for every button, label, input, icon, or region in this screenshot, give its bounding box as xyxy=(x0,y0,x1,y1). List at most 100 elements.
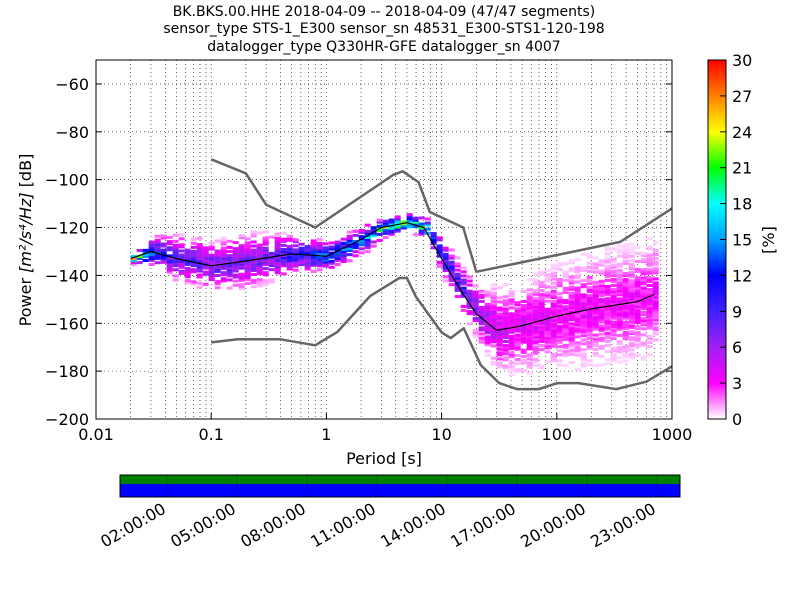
heatmap-cell xyxy=(508,312,515,316)
heatmap-cell xyxy=(292,244,299,248)
heatmap-cell xyxy=(220,277,227,281)
heatmap-cell xyxy=(550,293,557,297)
heatmap-cell xyxy=(208,273,215,277)
heatmap-cell xyxy=(538,307,545,311)
heatmap-cell xyxy=(580,348,587,352)
heatmap-cell xyxy=(454,256,461,260)
heatmap-cell xyxy=(628,291,635,295)
heatmap-cell xyxy=(610,296,617,300)
heatmap-cell xyxy=(610,302,617,306)
heatmap-cell xyxy=(400,226,407,230)
heatmap-cell xyxy=(268,278,275,282)
heatmap-cell xyxy=(484,304,491,308)
heatmap-cell xyxy=(586,314,593,318)
heatmap-cell xyxy=(550,344,557,348)
heatmap-cell xyxy=(220,258,227,262)
heatmap-cell xyxy=(490,340,497,344)
heatmap-cell xyxy=(586,328,593,332)
heatmap-cell xyxy=(304,257,311,261)
heatmap-cell xyxy=(508,373,515,377)
heatmap-cell xyxy=(598,271,605,275)
heatmap-cell xyxy=(652,314,659,318)
heatmap-cell xyxy=(214,257,221,261)
heatmap-cell xyxy=(358,231,365,235)
heatmap-cell xyxy=(364,250,371,254)
heatmap-cell xyxy=(496,357,503,361)
heatmap-cell xyxy=(322,252,329,256)
heatmap-cell xyxy=(532,333,539,337)
heatmap-cell xyxy=(502,321,509,325)
heatmap-cell xyxy=(274,263,281,267)
heatmap-cell xyxy=(652,257,659,261)
heatmap-cell xyxy=(502,317,509,321)
heatmap-cell xyxy=(604,303,611,307)
heatmap-cell xyxy=(604,291,611,295)
heatmap-cell xyxy=(550,352,557,356)
heatmap-cell xyxy=(262,250,269,254)
heatmap-cell xyxy=(502,366,509,370)
heatmap-cell xyxy=(184,273,191,277)
heatmap-cell xyxy=(166,264,173,268)
heatmap-cell xyxy=(256,261,263,265)
heatmap-cell xyxy=(514,327,521,331)
heatmap-cell xyxy=(316,258,323,262)
heatmap-cell xyxy=(598,304,605,308)
heatmap-cell xyxy=(256,245,263,249)
heatmap-cell xyxy=(562,343,569,347)
heatmap-cell xyxy=(358,247,365,251)
heatmap-cell xyxy=(532,351,539,355)
heatmap-cell xyxy=(454,264,461,268)
heatmap-cell xyxy=(202,282,209,286)
colorbar-tick-label: 9 xyxy=(732,302,742,321)
heatmap-cell xyxy=(262,246,269,250)
heatmap-cell xyxy=(484,315,491,319)
heatmap-cell xyxy=(382,219,389,223)
heatmap-cell xyxy=(418,224,425,228)
heatmap-cell xyxy=(250,281,257,285)
heatmap-cell xyxy=(490,322,497,326)
heatmap-cell xyxy=(238,246,245,250)
heatmap-cell xyxy=(388,218,395,222)
heatmap-cell xyxy=(436,238,443,242)
heatmap-cell xyxy=(640,278,647,282)
heatmap-cell xyxy=(436,260,443,264)
heatmap-cell xyxy=(526,314,533,318)
heatmap-cell xyxy=(556,312,563,316)
heatmap-cell xyxy=(472,308,479,312)
heatmap-cell xyxy=(250,232,257,236)
heatmap-cell xyxy=(556,306,563,310)
heatmap-cell xyxy=(496,324,503,328)
heatmap-cell xyxy=(604,297,611,301)
heatmap-cell xyxy=(304,261,311,265)
heatmap-cell xyxy=(340,255,347,259)
heatmap-cell xyxy=(652,299,659,303)
heatmap-cell xyxy=(634,268,641,272)
heatmap-cell xyxy=(616,350,623,354)
heatmap-cell xyxy=(604,317,611,321)
heatmap-cell xyxy=(592,364,599,368)
heatmap-cell xyxy=(580,323,587,327)
heatmap-cell xyxy=(424,223,431,227)
heatmap-cell xyxy=(550,304,557,308)
heatmap-cell xyxy=(256,282,263,286)
heatmap-cell xyxy=(532,278,539,282)
x-tick-label: 1 xyxy=(321,425,331,444)
heatmap-cell xyxy=(280,243,287,247)
heatmap-cell xyxy=(562,309,569,313)
heatmap-cell xyxy=(226,270,233,274)
heatmap-cell xyxy=(610,247,617,251)
heatmap-cell xyxy=(628,295,635,299)
heatmap-cell xyxy=(652,293,659,297)
heatmap-cell xyxy=(628,283,635,287)
heatmap-cell xyxy=(520,308,527,312)
heatmap-cell xyxy=(484,339,491,343)
heatmap-cell xyxy=(508,320,515,324)
heatmap-cell xyxy=(592,339,599,343)
y-tick-label: −60 xyxy=(55,75,89,94)
heatmap-cell xyxy=(520,361,527,365)
heatmap-cell xyxy=(592,256,599,260)
heatmap-cell xyxy=(466,305,473,309)
heatmap-cell xyxy=(496,341,503,345)
heatmap-cell xyxy=(568,332,575,336)
heatmap-cell xyxy=(526,363,533,367)
